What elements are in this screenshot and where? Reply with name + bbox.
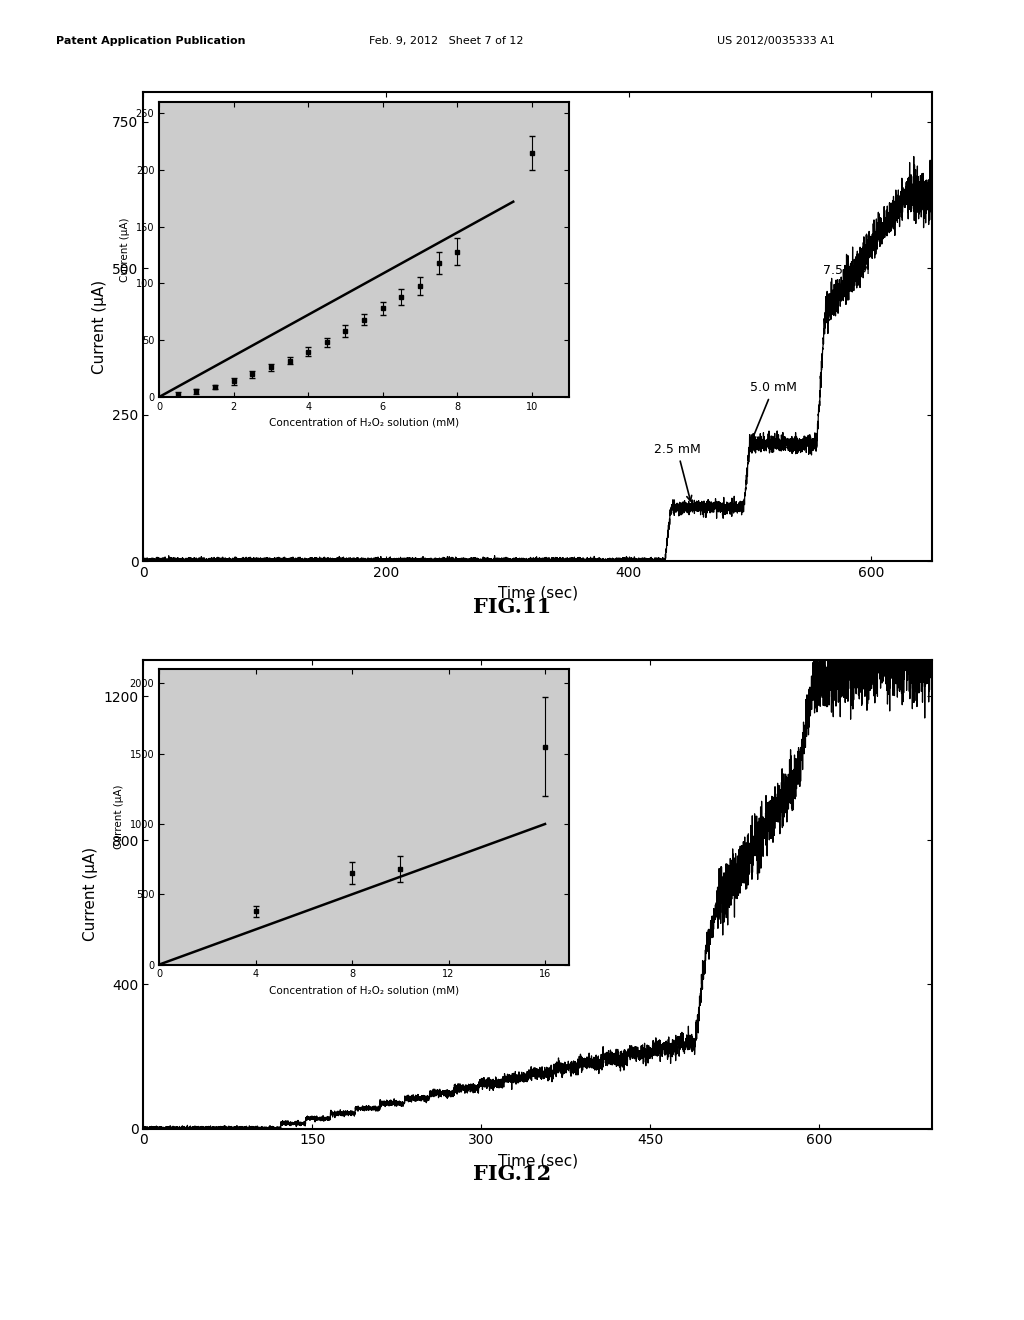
Y-axis label: Current (μA): Current (μA): [92, 280, 106, 374]
Text: 2.5 mM: 2.5 mM: [653, 442, 700, 500]
Text: Feb. 9, 2012   Sheet 7 of 12: Feb. 9, 2012 Sheet 7 of 12: [369, 36, 523, 46]
Text: US 2012/0035333 A1: US 2012/0035333 A1: [717, 36, 835, 46]
Text: 5.0 mM: 5.0 mM: [750, 381, 797, 441]
X-axis label: Time (sec): Time (sec): [498, 1152, 578, 1168]
X-axis label: Time (sec): Time (sec): [498, 585, 578, 601]
Text: Patent Application Publication: Patent Application Publication: [56, 36, 246, 46]
Text: 7.5 mM: 7.5 mM: [822, 264, 869, 322]
Text: FIG.11: FIG.11: [473, 597, 551, 616]
Text: FIG.12: FIG.12: [473, 1164, 551, 1184]
Y-axis label: Current (μA): Current (μA): [83, 847, 98, 941]
